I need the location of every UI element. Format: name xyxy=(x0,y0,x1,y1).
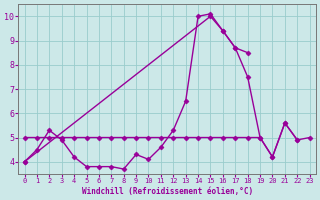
X-axis label: Windchill (Refroidissement éolien,°C): Windchill (Refroidissement éolien,°C) xyxy=(82,187,253,196)
